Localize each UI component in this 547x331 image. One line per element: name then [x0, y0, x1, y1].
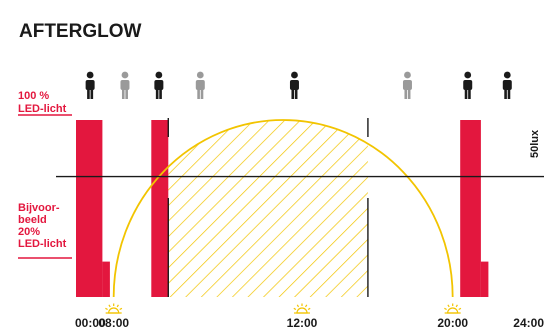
sun-icon — [105, 303, 123, 314]
time-tick-label: 00:00 — [75, 316, 106, 330]
led-bars — [76, 120, 489, 297]
daylight-above-threshold-area — [168, 120, 368, 297]
led-example-label: Bijvoor- beeld 20% LED-licht — [18, 202, 72, 259]
person-present-icon — [289, 71, 299, 99]
led-bar — [102, 261, 110, 297]
sun-icon — [444, 303, 462, 314]
led-example-label-line: 20% — [18, 226, 40, 238]
sun-icon — [293, 303, 311, 314]
hatch-area — [168, 120, 368, 297]
led-example-label-line: Bijvoor- — [18, 202, 60, 214]
person-present-icon — [502, 71, 512, 99]
led-full-label-line: 100 % — [18, 90, 49, 102]
sun-markers — [105, 303, 462, 314]
presence-boundaries — [167, 118, 369, 297]
chart-title: AFTERGLOW — [19, 21, 141, 42]
led-full-label-line: LED-licht — [18, 103, 67, 115]
led-example-label-line: beeld — [18, 214, 47, 226]
person-present-icon — [463, 71, 473, 99]
lux-label: 50lux — [529, 129, 541, 158]
time-tick-label: 08:00 — [98, 316, 129, 330]
led-bar — [151, 120, 169, 297]
daylight-curve-line — [112, 119, 454, 298]
led-bar — [76, 120, 103, 297]
person-absent-icon — [195, 71, 205, 99]
time-tick-label: 12:00 — [287, 316, 318, 330]
led-example-label-line: LED-licht — [18, 238, 67, 250]
person-present-icon — [85, 71, 95, 99]
person-absent-icon — [402, 71, 412, 99]
time-tick-label: 24:00 — [513, 316, 544, 330]
daylight-curve — [112, 119, 454, 298]
led-full-label: 100 % LED-licht — [18, 90, 72, 116]
presence-markers — [85, 71, 512, 99]
time-tick-label: 20:00 — [437, 316, 468, 330]
person-present-icon — [154, 71, 164, 99]
person-absent-icon — [120, 71, 130, 99]
led-bar — [460, 120, 481, 297]
led-bar — [480, 261, 489, 297]
